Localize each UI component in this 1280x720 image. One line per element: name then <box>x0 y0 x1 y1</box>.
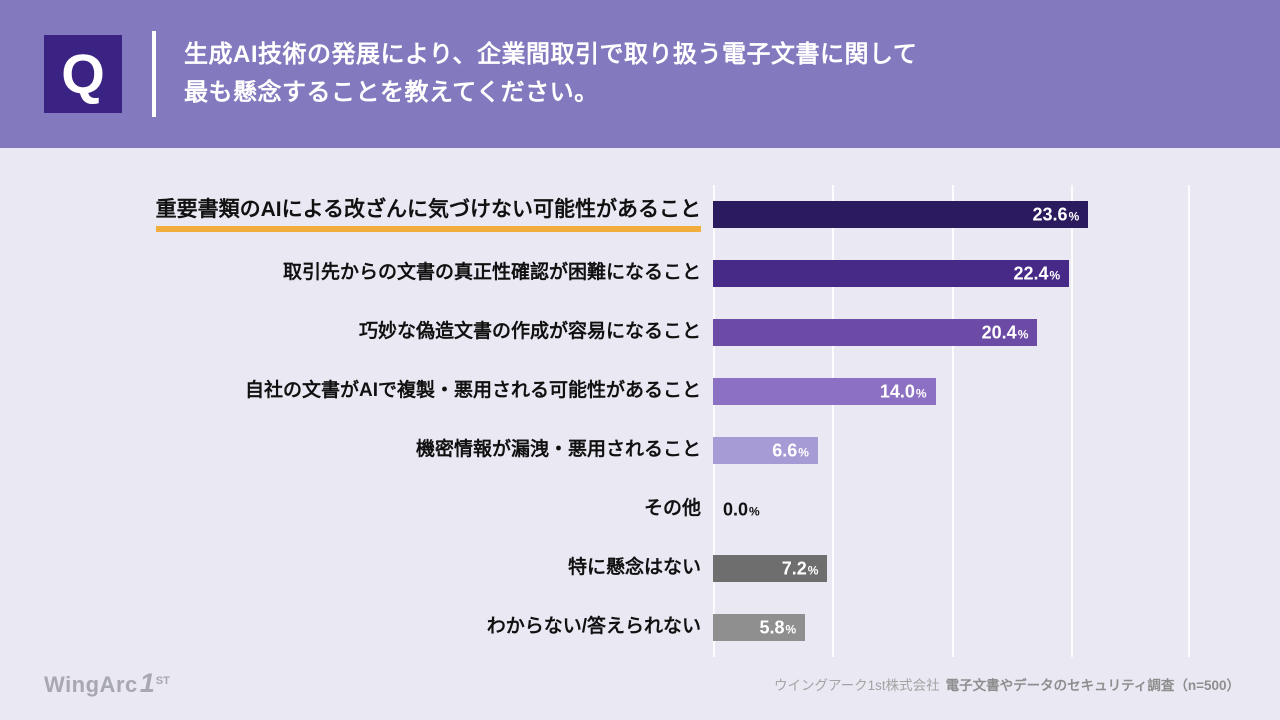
gridline <box>713 185 715 657</box>
gridline <box>951 185 954 657</box>
survey-source: ウイングアーク1st株式会社 電子文書やデータのセキュリティ調査（n=500） <box>774 674 1240 694</box>
category-label: 機密情報が漏洩・悪用されること <box>415 439 701 461</box>
bar-chart: 重要書類のAIによる改ざんに気づけない可能性があること 取引先からの文書の真正性… <box>0 185 1280 657</box>
bar: 23.6% <box>713 201 1089 228</box>
bar: 14.0% <box>713 378 936 405</box>
bar-row: 7.2% <box>713 539 1190 598</box>
bar-row: 20.4% <box>713 303 1190 362</box>
bar: 5.8% <box>713 614 806 641</box>
bar: 22.4% <box>713 260 1070 287</box>
wingarc-logo: WingArc 1 ST <box>44 668 170 698</box>
category-label: 巧妙な偽造文書の作成が容易になること <box>358 321 701 343</box>
category-label: 自社の文書がAIで複製・悪用される可能性があること <box>244 380 701 402</box>
bar: 7.2% <box>713 555 828 582</box>
bar-row: 6.6% <box>713 421 1190 480</box>
category-label-row: 重要書類のAIによる改ざんに気づけない可能性があること <box>0 185 713 244</box>
category-label: 重要書類のAIによる改ざんに気づけない可能性があること <box>155 197 701 232</box>
question-title-line2: 最も懸念することを教えてください。 <box>184 79 599 106</box>
q-letter: Q <box>61 42 105 105</box>
category-labels: 重要書類のAIによる改ざんに気づけない可能性があること 取引先からの文書の真正性… <box>0 185 713 657</box>
category-label: その他 <box>643 498 701 520</box>
bar-row: 22.4% <box>713 244 1190 303</box>
value-label: 7.2% <box>781 558 819 578</box>
header-divider <box>152 31 156 117</box>
category-label: 特に懸念はない <box>567 557 701 579</box>
category-label-row: 自社の文書がAIで複製・悪用される可能性があること <box>0 362 713 421</box>
question-title: 生成AI技術の発展により、企業間取引で取り扱う電子文書に関して 最も懸念すること… <box>184 36 917 113</box>
footer: WingArc 1 ST ウイングアーク1st株式会社 電子文書やデータのセキュリテ… <box>0 657 1280 720</box>
value-label: 14.0% <box>879 381 927 401</box>
value-label: 23.6% <box>1032 204 1080 224</box>
value-label: 20.4% <box>981 322 1029 342</box>
value-label: 5.8% <box>759 617 797 637</box>
value-label: 6.6% <box>772 440 809 460</box>
chart-area: 重要書類のAIによる改ざんに気づけない可能性があること 取引先からの文書の真正性… <box>0 148 1280 657</box>
category-label: わからない/答えられない <box>486 616 701 638</box>
question-header: Q 生成AI技術の発展により、企業間取引で取り扱う電子文書に関して 最も懸念する… <box>0 0 1280 148</box>
category-label-row: 取引先からの文書の真正性確認が困難になること <box>0 244 713 303</box>
category-label-row: その他 <box>0 480 713 539</box>
source-survey-name: 電子文書やデータのセキュリティ調査（n=500） <box>945 677 1240 693</box>
q-badge: Q <box>44 35 122 113</box>
bar-row: 23.6% <box>713 185 1190 244</box>
bar-row: 0.0% <box>713 480 1190 539</box>
value-label: 22.4% <box>1013 263 1061 283</box>
bar: 6.6% <box>713 437 818 464</box>
plot-area: 23.6% 22.4% 20.4% 14.0% 6.6% <box>713 185 1190 657</box>
gridline <box>1188 185 1190 657</box>
bar: 20.4% <box>713 319 1038 346</box>
category-label-row: わからない/答えられない <box>0 598 713 657</box>
category-label: 取引先からの文書の真正性確認が困難になること <box>282 262 701 284</box>
source-company: ウイングアーク1st株式会社 <box>773 677 940 693</box>
bar-row: 14.0% <box>713 362 1190 421</box>
bar-row: 5.8% <box>713 598 1190 657</box>
question-title-line1: 生成AI技術の発展により、企業間取引で取り扱う電子文書に関して <box>184 40 918 68</box>
gridline <box>832 185 835 657</box>
category-label-row: 特に懸念はない <box>0 539 713 598</box>
value-label: 0.0% <box>723 499 760 519</box>
category-label-row: 機密情報が漏洩・悪用されること <box>0 421 713 480</box>
category-label-row: 巧妙な偽造文書の作成が容易になること <box>0 303 713 362</box>
gridlines <box>713 185 1190 657</box>
gridline <box>1070 185 1073 657</box>
